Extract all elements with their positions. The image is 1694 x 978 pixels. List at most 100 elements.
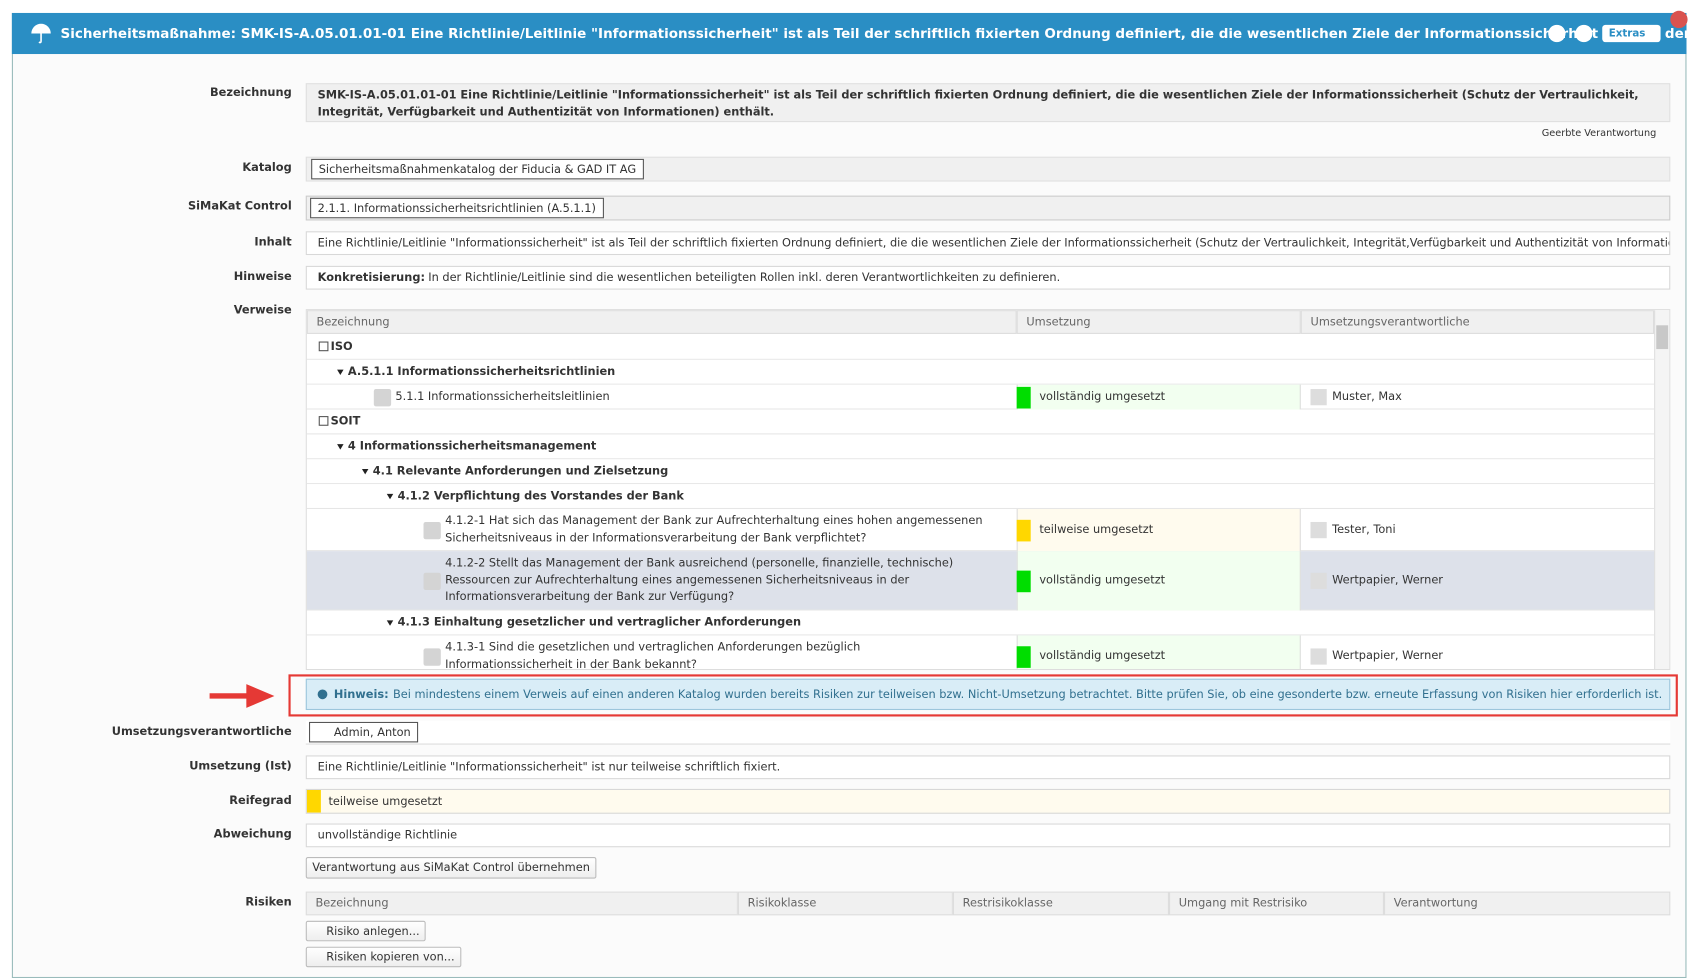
field-label: Umsetzungsverantwortliche <box>76 725 292 738</box>
group-label: 4.1 Relevante Anforderungen und Zielsetz… <box>373 465 669 478</box>
risk-column-header: Umgang mit Restrisiko <box>1169 892 1384 916</box>
expand-triangle <box>337 444 343 449</box>
person-name: Wertpapier, Werner <box>1332 573 1443 586</box>
risk-column-header: Restrisikoklasse <box>953 892 1169 916</box>
item-label: 5.1.1 Informationssicherheitsleitlinien <box>395 389 941 406</box>
tree-row[interactable]: 4.1.2-1 Hat sich das Management der Bank… <box>307 509 1654 551</box>
tree-row[interactable]: 4.1.3 Einhaltung gesetzlicher und vertra… <box>307 611 1654 636</box>
risk-column-header: Verantwortung <box>1384 892 1670 916</box>
item-label: 4.1.3-1 Sind die gesetzlichen und vertra… <box>445 640 991 670</box>
verweise-table: Bezeichnung Umsetzung Umsetzungsverantwort… <box>306 309 1671 670</box>
column-title: Umsetzungsverantwortliche <box>1311 316 1470 329</box>
person-icon <box>1311 521 1327 537</box>
tree-row[interactable]: SOIT <box>307 410 1654 435</box>
collapse-icon <box>319 342 329 352</box>
group-label: A.5.1.1 Informationssicherheitsrichtlini… <box>348 365 615 378</box>
risk-column-header: Bezeichnung <box>306 892 738 916</box>
inhalt-value: Eine Richtlinie/Leitlinie "Informationss… <box>306 231 1671 255</box>
reifegrad-value: teilweise umgesetzt <box>328 795 442 808</box>
item-icon <box>374 389 391 406</box>
status-label: vollständig umgesetzt <box>1039 573 1165 586</box>
item-label: 4.1.2-2 Stellt das Management der Bank a… <box>445 555 991 606</box>
field-label: Reifegrad <box>76 794 292 807</box>
scrollbar <box>1654 310 1670 670</box>
verantwortliche-field: Admin, Anton <box>306 721 1671 745</box>
collapse-icon <box>319 416 329 426</box>
column-header: Umsetzungsverantwortliche <box>1301 310 1654 334</box>
katalog-field: Sicherheitsmaßnahmenkatalog der Fiducia … <box>306 157 1671 182</box>
hint-box: Hinweis: Bei mindestens einem Verweis auf… <box>306 679 1671 710</box>
group-label: SOIT <box>331 415 361 428</box>
risk-column-header: Risikoklasse <box>738 892 953 916</box>
tree-row[interactable]: 4.1.2 Verpflichtung des Vorstandes der B… <box>307 484 1654 509</box>
abweichung-value[interactable]: unvollständige Richtlinie <box>306 823 1671 847</box>
item-icon <box>424 648 441 665</box>
person-name: Tester, Toni <box>1332 523 1395 536</box>
status-color <box>1017 386 1031 408</box>
tree-row[interactable]: 4.1 Relevante Anforderungen und Zielsetz… <box>307 459 1654 484</box>
group-label: 4.1.2 Verpflichtung des Vorstandes der B… <box>398 490 684 503</box>
simakat-chip: 2.1.1. Informationssicherheitsrichtlinie… <box>310 198 603 219</box>
person-name: Wertpapier, Werner <box>1332 649 1443 662</box>
adopt-button[interactable]: Verantwortung aus SiMaKat Control überne… <box>306 857 597 879</box>
field-label: Bezeichnung <box>76 86 292 99</box>
hint-bold: Hinweis: <box>334 688 389 701</box>
expand-triangle <box>387 620 393 625</box>
create-risk-button[interactable]: Risiko anlegen... <box>306 921 426 942</box>
item-label: 4.1.2-1 Hat sich das Management der Bank… <box>445 513 991 547</box>
field-label: Umsetzung (Ist) <box>76 760 292 773</box>
field-label: Inhalt <box>76 236 292 249</box>
group-label: 4 Informationssicherheitsmanagement <box>348 440 596 453</box>
person-icon <box>1311 572 1327 588</box>
expand-triangle <box>362 469 368 474</box>
column-header: Bezeichnung <box>307 310 1017 334</box>
status-label: teilweise umgesetzt <box>1039 523 1153 536</box>
field-label: Hinweise <box>76 270 292 283</box>
field-label: SiMaKat Control <box>76 200 292 213</box>
tree-row[interactable]: 5.1.1 Informationssicherheitsleitlinien v… <box>307 385 1654 410</box>
status-color <box>1017 570 1031 592</box>
expand-triangle <box>337 370 343 375</box>
reifegrad-select[interactable]: teilweise umgesetzt <box>306 789 1671 814</box>
bezeichnung-value: SMK-IS-A.05.01.01-01 Eine Richtlinie/Lei… <box>306 83 1671 122</box>
tree-row[interactable]: 4 Informationssicherheitsmanagement <box>307 434 1654 459</box>
simakat-field: 2.1.1. Informationssicherheitsrichtlinie… <box>306 196 1671 221</box>
scroll-thumb <box>1656 325 1668 349</box>
person-icon <box>1311 648 1327 664</box>
tree-row[interactable]: A.5.1.1 Informationssicherheitsrichtlini… <box>307 360 1654 385</box>
hint-text: Bei mindestens einem Verweis auf einen a… <box>393 688 1662 701</box>
hinweise-value: Konkretisierung:In der Richtlinie/Leitli… <box>306 266 1671 290</box>
item-icon <box>424 521 441 538</box>
arrow <box>207 681 278 711</box>
tree-row[interactable]: ISO <box>307 335 1654 360</box>
field-label: Verweise <box>76 304 292 317</box>
expand-triangle <box>387 494 393 499</box>
inherited-link[interactable]: Geerbte Verantwortung <box>1542 129 1657 140</box>
reifegrad-color <box>307 790 321 813</box>
tree-row[interactable]: 4.1.3-1 Sind die gesetzlichen und vertra… <box>307 635 1654 670</box>
field-label: Risiken <box>76 896 292 909</box>
person-icon <box>1311 389 1327 405</box>
tree-row[interactable]: 4.1.2-2 Stellt das Management der Bank a… <box>307 551 1654 610</box>
responsible-chip: Admin, Anton <box>309 722 418 743</box>
group-label: 4.1.3 Einhaltung gesetzlicher und vertra… <box>398 616 801 629</box>
copy-risks-button[interactable]: Risiken kopieren von... <box>306 947 461 968</box>
field-label: Katalog <box>76 161 292 174</box>
responsible-name: Admin, Anton <box>334 726 411 739</box>
column-title: Bezeichnung <box>317 316 390 329</box>
info-icon <box>318 689 328 699</box>
column-title: Umsetzung <box>1026 316 1090 329</box>
status-label: vollständig umgesetzt <box>1039 390 1165 403</box>
umsetzung-value[interactable]: Eine Richtlinie/Leitlinie "Informationss… <box>306 755 1671 779</box>
hinweise-bold: Konkretisierung: <box>318 271 425 284</box>
field-label: Abweichung <box>76 828 292 841</box>
group-label: ISO <box>331 340 353 353</box>
item-icon <box>424 572 441 589</box>
person-name: Muster, Max <box>1332 390 1402 403</box>
katalog-chip: Sicherheitsmaßnahmenkatalog der Fiducia … <box>311 159 644 180</box>
status-label: vollständig umgesetzt <box>1039 649 1165 662</box>
status-color <box>1017 519 1031 541</box>
